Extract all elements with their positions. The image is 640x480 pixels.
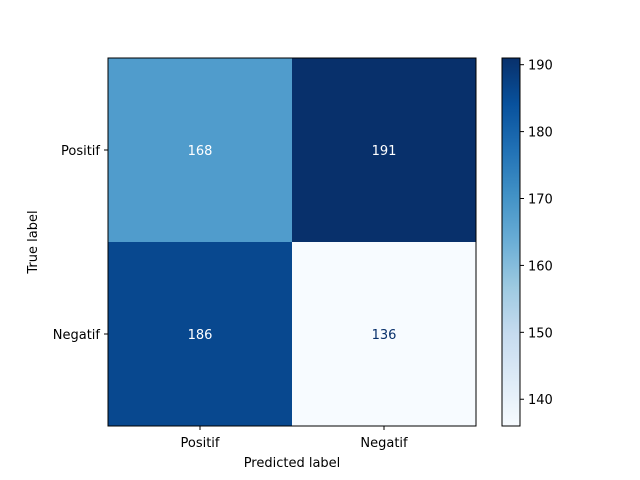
matrix-cell <box>108 242 292 426</box>
x-axis-label: Predicted label <box>244 456 341 471</box>
y-tick-label: Negatif <box>53 328 101 343</box>
x-tick-label: Negatif <box>360 436 408 451</box>
cell-value-label: 168 <box>188 144 213 159</box>
matrix-cell <box>108 58 292 242</box>
matrix-cell <box>292 242 476 426</box>
colorbar-tick-label: 170 <box>528 193 553 208</box>
cell-value-label: 191 <box>372 144 397 159</box>
matrix-cell <box>292 58 476 242</box>
x-tick-label: Positif <box>181 436 220 451</box>
y-axis-label: True label <box>26 210 41 274</box>
y-tick-label: Positif <box>61 144 100 159</box>
cell-value-label: 186 <box>188 328 213 343</box>
colorbar-tick-label: 150 <box>528 326 553 341</box>
matrix-frame <box>107 57 477 427</box>
colorbar-tick-label: 180 <box>528 126 553 141</box>
colorbar-tick-label: 190 <box>528 59 553 74</box>
colorbar-tick-label: 160 <box>528 259 553 274</box>
colorbar-tick-label: 140 <box>528 393 553 408</box>
cell-value-label: 136 <box>372 328 397 343</box>
colorbar <box>501 57 521 427</box>
